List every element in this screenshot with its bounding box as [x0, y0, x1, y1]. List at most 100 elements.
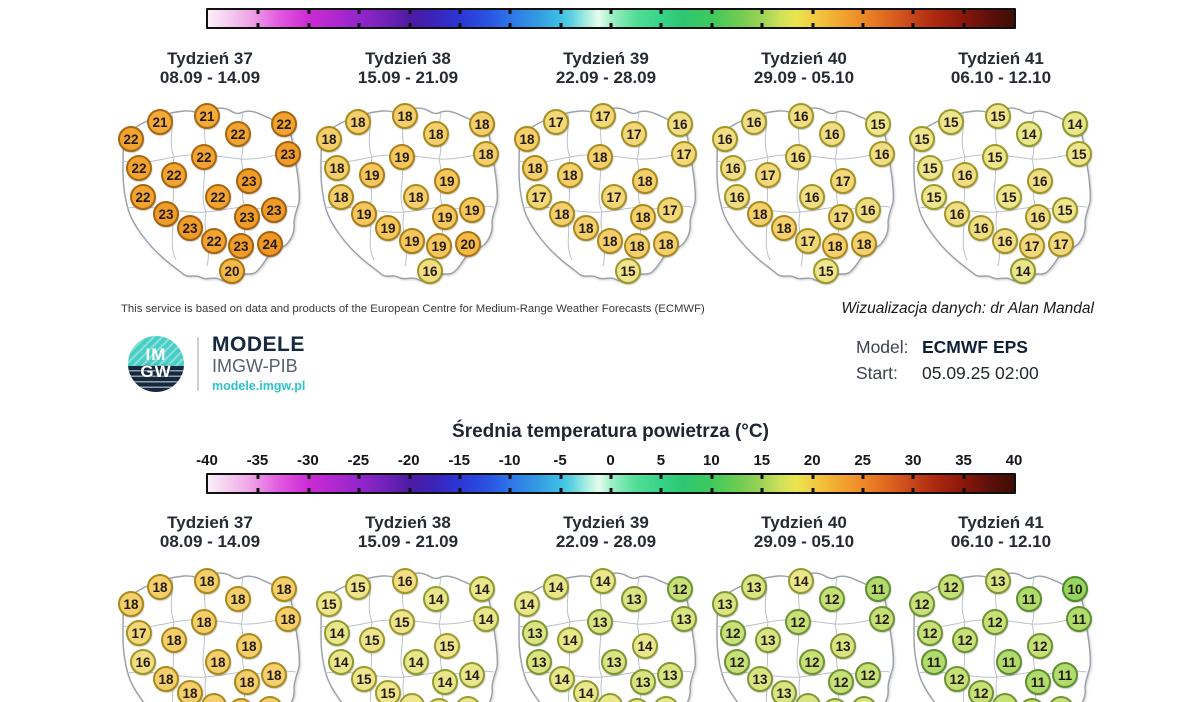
temperature-marker: 18	[514, 126, 540, 152]
tick-label: -20	[398, 0, 420, 4]
temperature-marker: 18	[194, 568, 220, 594]
imgw-brand-block: IM GW MODELE IMGW-PIB modele.imgw.pl	[128, 334, 305, 393]
brand-org: IMGW-PIB	[212, 356, 298, 376]
colorbar-tickmark	[710, 475, 714, 479]
poland-map: 15 15 14 15 14 15 15 15 16 15 16 15 16 15 16 16 16 17 17 14	[901, 100, 1101, 290]
tick-label: -5	[553, 0, 566, 4]
temperature-marker: 12	[720, 620, 746, 646]
temperature-marker: 13	[771, 680, 797, 702]
colorbar-tickmark	[458, 488, 462, 492]
temperature-marker: 12	[968, 680, 994, 702]
colorbar-tickmark	[256, 475, 260, 479]
temperature-marker: 18	[473, 141, 499, 167]
temperature-marker: 19	[426, 233, 452, 259]
temperature-marker: 13	[621, 586, 647, 612]
temperature-marker: 14	[473, 606, 499, 632]
week-dates: 06.10 - 12.10	[950, 532, 1052, 551]
colorbar-tickmark	[408, 23, 411, 27]
poland-map: 12 13 10 12 11 11 12 12 12 11 12 11 12 11 11 12	[901, 565, 1101, 702]
temperature-marker: 18	[392, 103, 418, 129]
poland-map: 15 16 14 15 14 14 15 14 15 14 15 14 15 14 14 15	[308, 565, 508, 702]
temperature-marker: 18	[747, 201, 773, 227]
temperature-marker: 12	[855, 662, 881, 688]
colorbar-tickmark	[307, 488, 311, 492]
temperature-marker: 18	[653, 231, 679, 257]
start-row: Start: 05.09.25 02:00	[856, 363, 1039, 384]
temperature-marker: 12	[869, 606, 895, 632]
colorbar-tickmark	[307, 10, 311, 14]
colorbar-tickmark	[760, 475, 764, 479]
temperature-marker: 18	[225, 586, 251, 612]
temperature-marker: 16	[667, 111, 693, 137]
brand-url-link[interactable]: modele.imgw.pl	[212, 379, 306, 393]
tick-label: 15	[753, 452, 771, 469]
colorbar-tickmark	[508, 475, 512, 479]
temperature-marker: 14	[788, 568, 814, 594]
temperature-marker: 12	[1027, 633, 1053, 659]
start-label: Start:	[856, 363, 898, 383]
temperature-marker: 17	[828, 204, 854, 230]
temperature-marker: 13	[526, 649, 552, 675]
temperature-marker: 18	[234, 669, 260, 695]
colorbar-tickmark	[408, 10, 411, 14]
temperature-marker: 19	[375, 215, 401, 241]
temperature-marker: 22	[205, 184, 231, 210]
temperature-marker: 18	[191, 609, 217, 635]
week-header: Tydzień 40 29.09 - 05.10	[704, 513, 904, 551]
temperature-marker: 11	[865, 576, 891, 602]
temperature-marker: 14	[543, 574, 569, 600]
temperature-marker: 17	[657, 197, 683, 223]
temperature-marker: 15	[865, 111, 891, 137]
imgw-logo-text-top: IM	[145, 344, 167, 364]
temperature-marker: 17	[621, 121, 647, 147]
colorbar-tickmark	[559, 488, 563, 492]
temperature-marker: 19	[432, 204, 458, 230]
temperature-marker: 18	[822, 233, 848, 259]
tick-label: 0	[606, 0, 614, 4]
colorbar-tickmark	[307, 23, 311, 27]
temperature-marker: 19	[459, 197, 485, 223]
week-dates: 08.09 - 14.09	[159, 532, 261, 551]
colorbar-tickmark	[256, 23, 260, 27]
week-header: Tydzień 38 15.09 - 21.09	[308, 49, 508, 87]
colorbar-tickmark	[710, 488, 714, 492]
week-title: Tydzień 40	[761, 513, 847, 532]
temperature-marker: 16	[417, 258, 443, 284]
temperature-marker: 15	[921, 184, 947, 210]
temperature-marker: 16	[855, 197, 881, 223]
tick-label: 25	[854, 0, 871, 4]
temperature-marker: 17	[830, 168, 856, 194]
temperature-marker: 17	[1048, 231, 1074, 257]
temperature-marker: 18	[771, 215, 797, 241]
week-headers-bottom: Tydzień 37 08.09 - 14.09 Tydzień 38 15.09 -…	[0, 513, 1200, 557]
colorbar-tickmark	[508, 10, 512, 14]
temperature-marker: 12	[828, 669, 854, 695]
week-title: Tydzień 40	[761, 49, 847, 68]
temperature-marker: 14	[459, 662, 485, 688]
colorbar-tickmark	[609, 23, 613, 27]
temperature-marker: 18	[624, 233, 650, 259]
colorbar-tickmark	[659, 475, 663, 479]
tick-label: 15	[753, 0, 770, 4]
colorbar-tickmark	[911, 475, 915, 479]
temperature-marker: 18	[549, 201, 575, 227]
temperature-marker: 13	[630, 669, 656, 695]
temperature-marker: 13	[830, 633, 856, 659]
tick-label: -10	[498, 452, 521, 469]
temperature-marker: 16	[799, 184, 825, 210]
tick-label: 5	[656, 452, 666, 469]
colorbar-bottom-ticks: -40 -35 -30 -25 -20 -15 -10 -5 0 5 10 15 20 25 30 35 40	[196, 452, 1022, 470]
temperature-marker: 12	[909, 591, 935, 617]
colorbar-tickmark	[861, 475, 865, 479]
colorbar-tickmark	[861, 488, 865, 492]
temperature-marker: 13	[587, 609, 613, 635]
temperature-marker: 18	[118, 591, 144, 617]
colorbar-tickmark	[659, 23, 663, 27]
colorbar-tickmark	[962, 475, 966, 479]
temperature-marker: 23	[228, 233, 254, 259]
temperature-marker: 15	[909, 126, 935, 152]
temperature-marker: 15	[389, 609, 415, 635]
tick-label: -30	[297, 452, 319, 469]
colorbar-tickmark	[357, 10, 361, 14]
temperature-marker: 17	[601, 184, 627, 210]
